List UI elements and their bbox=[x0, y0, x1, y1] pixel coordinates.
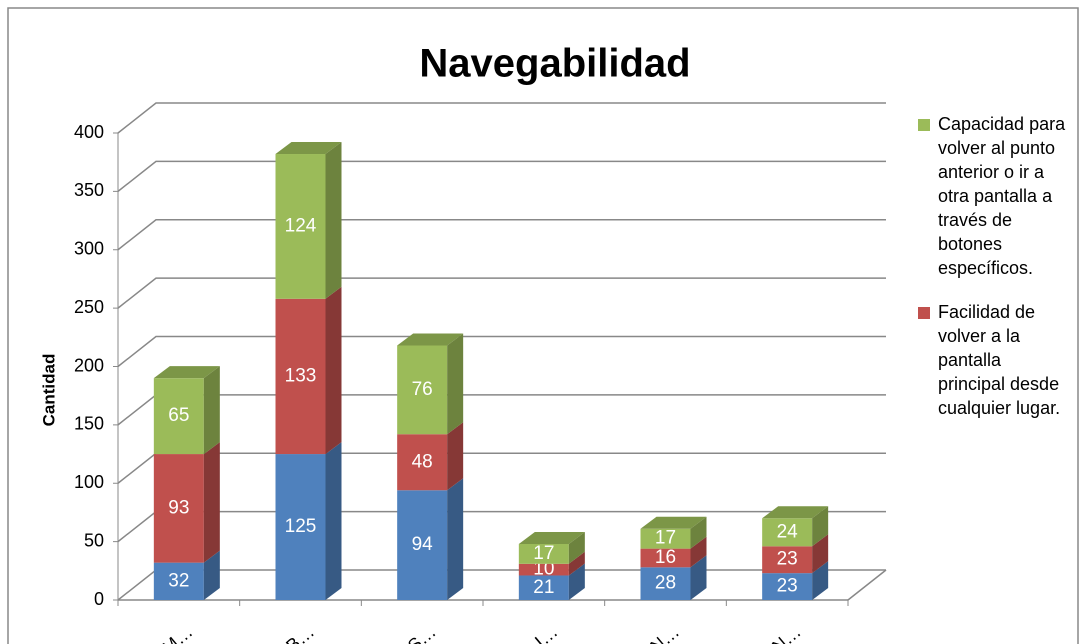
grid-line bbox=[117, 102, 886, 134]
y-tick-label: 0 bbox=[94, 589, 104, 609]
y-tick-label: 350 bbox=[74, 180, 104, 200]
bar-side bbox=[203, 550, 220, 600]
bar-segment bbox=[275, 154, 326, 299]
bar-segment bbox=[640, 528, 691, 549]
bar-side bbox=[690, 516, 707, 549]
bar-segment bbox=[518, 543, 569, 564]
bar-side bbox=[690, 536, 707, 568]
legend-label: Capacidad para volver al punto anterior … bbox=[938, 114, 1066, 278]
bar-segment bbox=[153, 562, 204, 600]
bar-side bbox=[325, 286, 342, 455]
bar-segment bbox=[397, 490, 448, 600]
bar-side bbox=[447, 333, 464, 435]
bar-segment bbox=[397, 345, 448, 435]
value-label: 124 bbox=[285, 215, 317, 236]
y-tick-label: 250 bbox=[74, 297, 104, 317]
y-tick-label: 400 bbox=[74, 122, 104, 142]
value-label: 28 bbox=[655, 573, 676, 594]
bar-side bbox=[203, 366, 220, 455]
bar-segment bbox=[518, 575, 569, 600]
legend-item: Facilidad de volver a la pantalla princi… bbox=[918, 300, 1068, 420]
bar-side bbox=[447, 422, 464, 491]
bar-segment bbox=[762, 546, 813, 574]
value-label: 133 bbox=[285, 365, 317, 386]
y-tick-label: 100 bbox=[74, 472, 104, 492]
y-tick-label: 150 bbox=[74, 414, 104, 434]
bar-segment bbox=[153, 454, 204, 563]
bar-segment bbox=[640, 567, 691, 600]
value-label: 16 bbox=[655, 547, 676, 568]
bar-segment bbox=[397, 434, 448, 491]
legend-label: Facilidad de volver a la pantalla princi… bbox=[938, 302, 1061, 418]
bar-top bbox=[640, 516, 707, 529]
y-tick-label: 300 bbox=[74, 239, 104, 259]
value-label: 24 bbox=[777, 521, 799, 542]
bar-segment bbox=[762, 518, 813, 547]
value-label: 23 bbox=[777, 576, 798, 597]
bar-segment bbox=[762, 573, 813, 600]
bar-top bbox=[275, 142, 342, 155]
legend-swatch bbox=[918, 307, 930, 319]
legend-swatch bbox=[918, 119, 930, 131]
chart-title: Navegabilidad bbox=[419, 42, 690, 86]
value-label: 65 bbox=[168, 405, 189, 426]
bar-top bbox=[153, 366, 220, 379]
value-label: 32 bbox=[168, 570, 189, 591]
grid-line bbox=[117, 219, 886, 251]
bar-side bbox=[325, 442, 342, 600]
bar-top bbox=[518, 531, 585, 544]
bar-segment bbox=[275, 298, 326, 455]
bar-side bbox=[812, 534, 829, 574]
bar-side bbox=[447, 478, 464, 600]
grid-line bbox=[117, 277, 886, 309]
bar-side bbox=[568, 563, 585, 600]
value-label: 125 bbox=[285, 516, 317, 537]
value-label: 23 bbox=[777, 549, 798, 570]
y-axis-label: Cantidad bbox=[39, 354, 58, 427]
bar-side bbox=[690, 555, 707, 600]
bar-side bbox=[325, 142, 342, 299]
y-tick-label: 200 bbox=[74, 355, 104, 375]
value-label: 17 bbox=[533, 543, 554, 564]
bar-top bbox=[397, 333, 464, 346]
bar-side bbox=[568, 531, 585, 564]
bar-segment bbox=[640, 548, 691, 568]
grid-line bbox=[117, 335, 886, 368]
floor-edge bbox=[847, 569, 887, 601]
bar-side bbox=[203, 442, 220, 563]
bar-top bbox=[762, 506, 829, 519]
legend-item: Capacidad para volver al punto anterior … bbox=[918, 112, 1068, 280]
grid-line bbox=[117, 160, 886, 192]
value-label: 10 bbox=[533, 559, 554, 580]
value-label: 21 bbox=[533, 577, 554, 598]
value-label: 76 bbox=[412, 379, 433, 400]
value-label: 94 bbox=[412, 534, 434, 555]
legend: Capacidad para volver al punto anterior … bbox=[918, 112, 1068, 440]
value-label: 93 bbox=[168, 497, 189, 518]
y-tick-label: 50 bbox=[84, 530, 104, 550]
value-label: 17 bbox=[655, 528, 676, 549]
bar-segment bbox=[275, 454, 326, 600]
bar-side bbox=[812, 561, 829, 600]
value-label: 48 bbox=[412, 451, 433, 472]
bar-side bbox=[568, 551, 585, 576]
bar-segment bbox=[518, 563, 569, 576]
bar-side bbox=[812, 506, 829, 547]
bar-segment bbox=[153, 378, 204, 455]
